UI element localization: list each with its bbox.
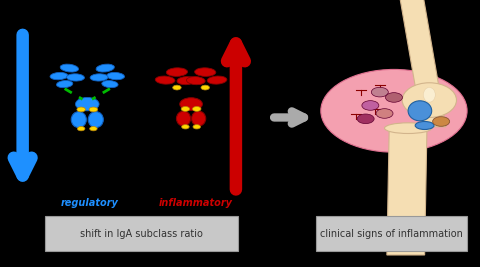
Circle shape xyxy=(357,114,374,124)
Circle shape xyxy=(201,85,209,90)
Circle shape xyxy=(362,101,379,110)
Ellipse shape xyxy=(177,111,191,126)
Circle shape xyxy=(89,107,97,112)
Ellipse shape xyxy=(408,101,432,121)
Circle shape xyxy=(77,127,85,131)
Circle shape xyxy=(90,127,97,131)
Circle shape xyxy=(173,85,181,90)
Ellipse shape xyxy=(71,112,86,128)
Ellipse shape xyxy=(167,68,188,76)
Circle shape xyxy=(77,107,85,112)
Circle shape xyxy=(372,87,388,97)
Ellipse shape xyxy=(50,72,68,80)
Circle shape xyxy=(376,109,393,118)
Ellipse shape xyxy=(107,72,124,80)
Ellipse shape xyxy=(194,68,216,76)
Ellipse shape xyxy=(180,98,203,111)
Ellipse shape xyxy=(384,123,432,134)
Polygon shape xyxy=(387,127,427,255)
Ellipse shape xyxy=(57,81,73,88)
FancyBboxPatch shape xyxy=(316,216,467,251)
Text: clinical signs of inflammation: clinical signs of inflammation xyxy=(320,229,463,239)
Ellipse shape xyxy=(402,83,456,117)
Circle shape xyxy=(181,125,189,129)
Circle shape xyxy=(385,93,402,102)
Ellipse shape xyxy=(423,88,435,102)
Circle shape xyxy=(321,69,467,152)
Ellipse shape xyxy=(67,74,84,81)
Ellipse shape xyxy=(177,77,196,85)
Circle shape xyxy=(181,107,190,111)
Ellipse shape xyxy=(60,64,79,72)
Circle shape xyxy=(192,107,201,111)
Ellipse shape xyxy=(207,76,227,84)
Ellipse shape xyxy=(415,121,434,129)
Ellipse shape xyxy=(192,111,206,126)
Circle shape xyxy=(432,117,450,126)
Ellipse shape xyxy=(96,64,114,72)
Polygon shape xyxy=(399,0,446,127)
Text: shift in IgA subclass ratio: shift in IgA subclass ratio xyxy=(80,229,203,239)
Ellipse shape xyxy=(75,97,99,111)
Ellipse shape xyxy=(88,112,103,128)
FancyBboxPatch shape xyxy=(45,216,238,251)
Text: regulatory: regulatory xyxy=(60,198,119,208)
Ellipse shape xyxy=(156,76,175,84)
Ellipse shape xyxy=(186,77,205,85)
Ellipse shape xyxy=(102,81,118,88)
Ellipse shape xyxy=(90,74,108,81)
Text: inflammatory: inflammatory xyxy=(159,198,233,208)
Circle shape xyxy=(193,125,201,129)
